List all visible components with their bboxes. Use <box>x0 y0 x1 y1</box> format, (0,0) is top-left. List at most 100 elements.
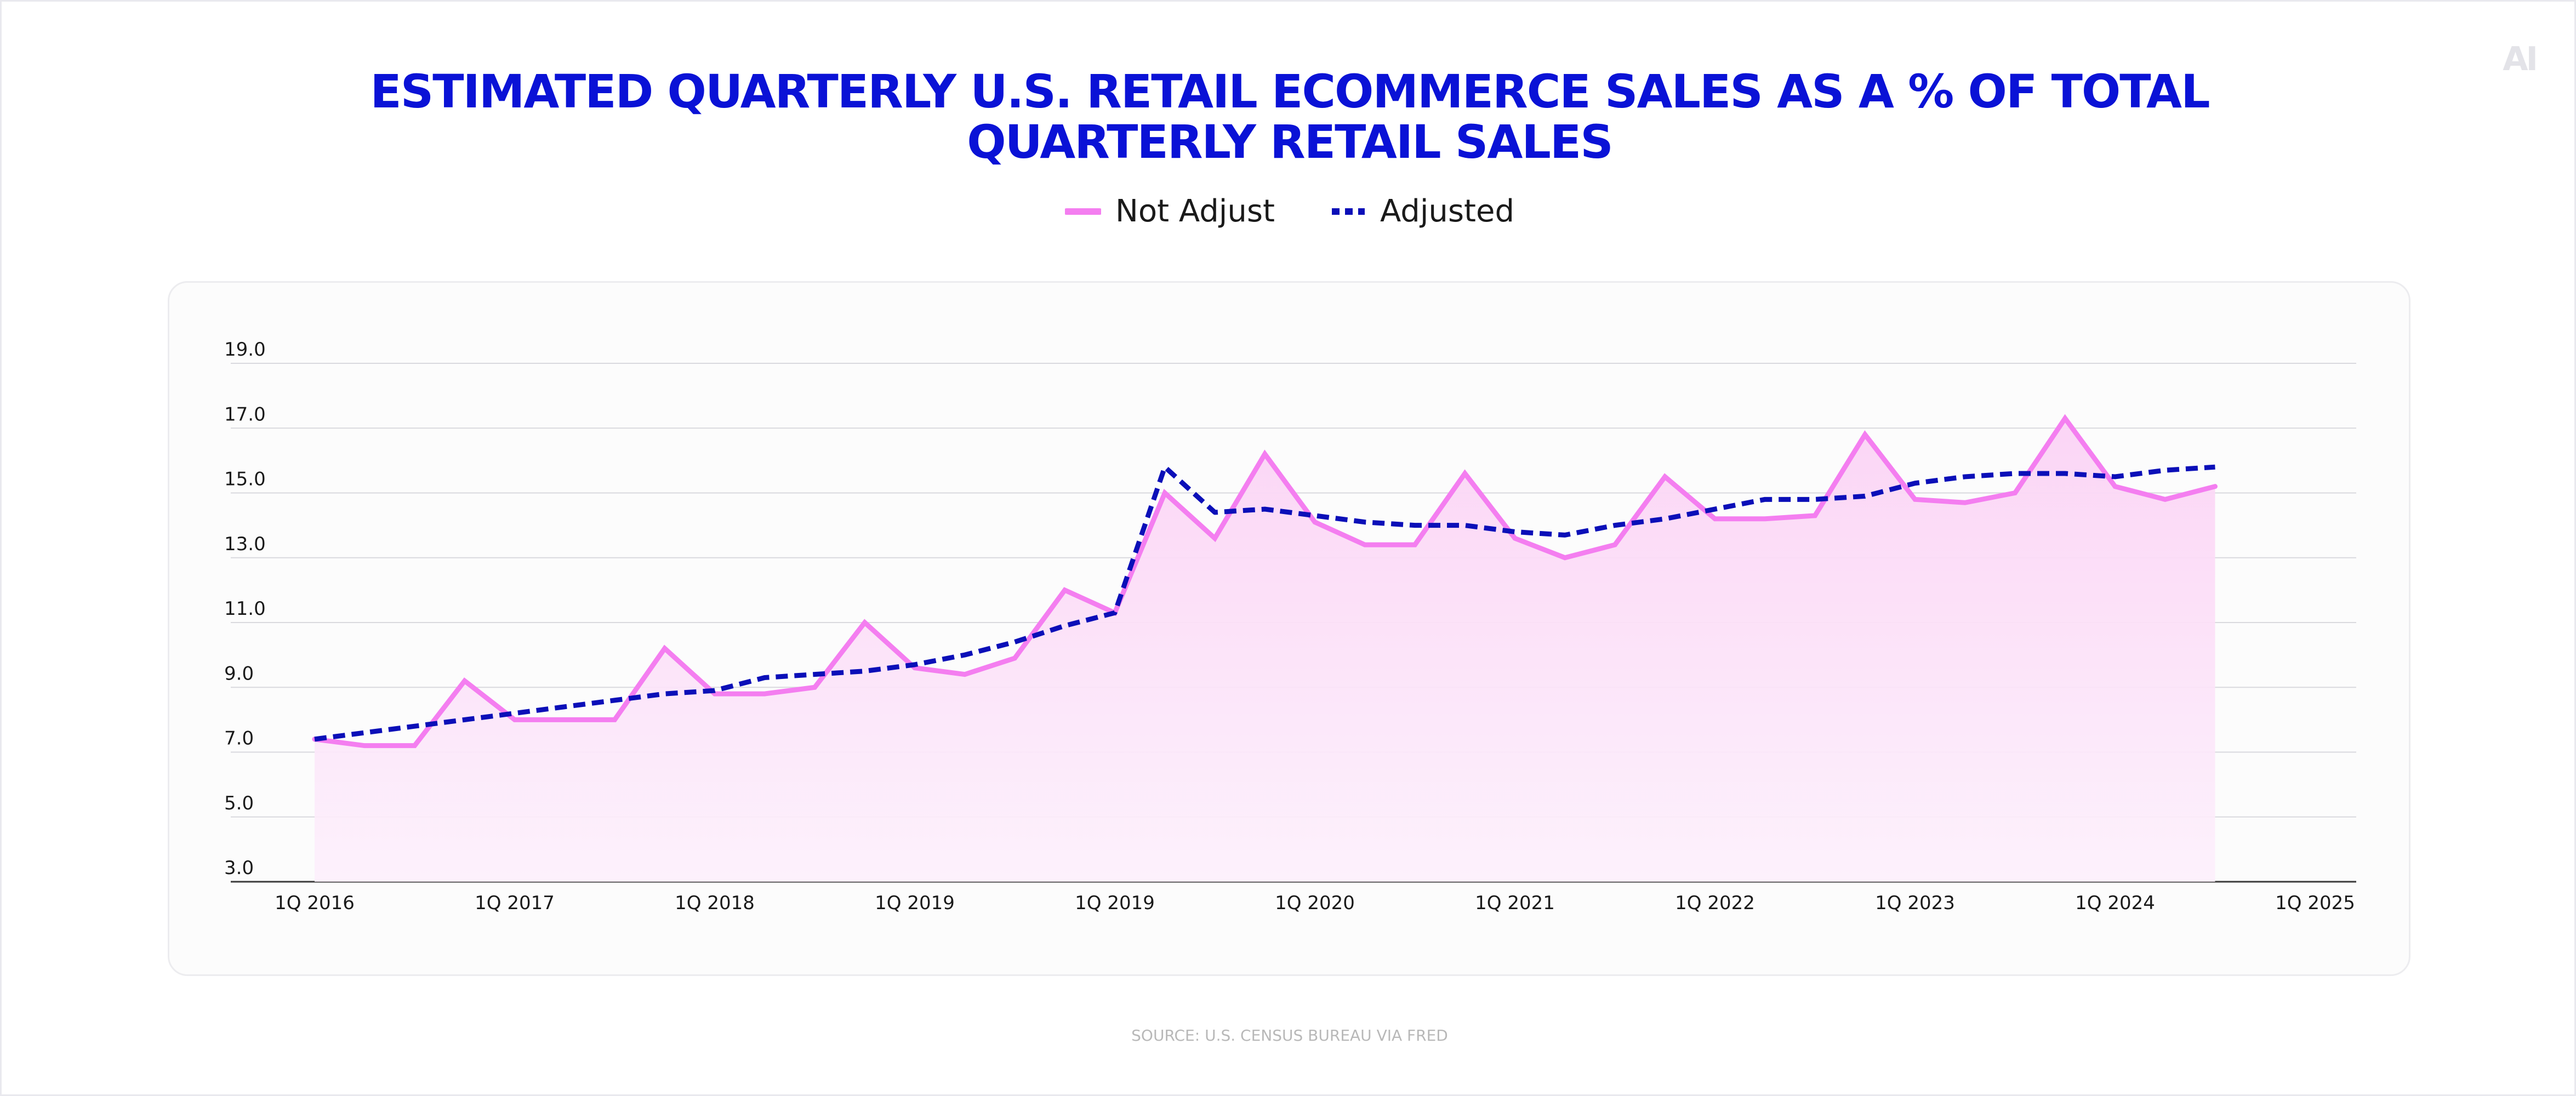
point-not-adjusted <box>962 672 967 677</box>
point-adjusted <box>1162 465 1167 469</box>
legend-item-adjusted: Adjusted <box>1330 193 1514 229</box>
y-tick-label: 7.0 <box>224 728 254 750</box>
point-not-adjusted <box>2113 484 2117 489</box>
point-not-adjusted <box>2163 497 2167 501</box>
y-tick-label: 9.0 <box>224 663 254 684</box>
x-tick-label: 1Q 2018 <box>675 892 755 914</box>
point-adjusted <box>1613 523 1617 528</box>
chart-legend: Not Adjust Adjusted <box>2 193 2576 229</box>
point-adjusted <box>362 730 367 735</box>
point-adjusted <box>663 692 667 696</box>
point-not-adjusted <box>2213 484 2218 489</box>
x-tick-label: 1Q 2025 <box>2275 892 2355 914</box>
point-adjusted <box>1863 494 1867 498</box>
point-adjusted <box>1513 529 1517 534</box>
x-tick-label: 1Q 2021 <box>1475 892 1555 914</box>
point-adjusted <box>1463 523 1467 528</box>
x-axis-ticks: 1Q 2016 1Q 2017 1Q 2018 1Q 2019 1Q 2019 1Q 20… <box>275 892 2355 914</box>
line-chart: 3.0 5.0 7.0 9.0 11.0 13.0 15.0 17.0 19.0 1Q 2016… <box>224 339 2356 914</box>
point-adjusted <box>1563 533 1567 537</box>
point-not-adjusted <box>1263 452 1267 456</box>
point-adjusted <box>1713 507 1717 511</box>
y-tick-label: 13.0 <box>224 533 266 555</box>
point-adjusted <box>1313 513 1317 518</box>
point-adjusted <box>962 653 967 657</box>
point-adjusted <box>1113 610 1117 615</box>
chart-title-line-2: QUARTERLY RETAIL SALES <box>967 115 1614 169</box>
x-tick-label: 1Q 2016 <box>275 892 355 914</box>
point-adjusted <box>1063 624 1067 628</box>
chart-title: ESTIMATED QUARTERLY U.S. RETAIL ECOMMERC… <box>2 66 2576 167</box>
point-not-adjusted <box>1613 543 1617 547</box>
point-adjusted <box>1213 510 1217 515</box>
point-adjusted <box>312 737 317 741</box>
point-adjusted <box>913 663 917 667</box>
series-layer <box>312 414 2218 882</box>
x-tick-label: 1Q 2017 <box>475 892 555 914</box>
point-adjusted <box>512 711 517 716</box>
point-not-adjusted <box>613 717 617 722</box>
y-tick-label: 19.0 <box>224 339 266 361</box>
point-adjusted <box>562 705 567 709</box>
point-adjusted <box>2163 468 2167 472</box>
x-tick-label: 1Q 2019 <box>1075 892 1155 914</box>
point-not-adjusted <box>813 685 817 689</box>
chart-title-line-1: ESTIMATED QUARTERLY U.S. RETAIL ECOMMERC… <box>370 65 2210 118</box>
series-line-adjusted <box>314 464 2215 742</box>
point-not-adjusted <box>863 620 867 625</box>
y-axis-ticks: 3.0 5.0 7.0 9.0 11.0 13.0 15.0 17.0 19.0 <box>224 339 266 879</box>
legend-label-adjusted: Adjusted <box>1380 193 1515 229</box>
brand-logo: AI <box>2503 40 2538 78</box>
point-not-adjusted <box>1213 536 1217 540</box>
point-not-adjusted <box>2063 416 2067 421</box>
point-adjusted <box>2113 475 2117 479</box>
point-not-adjusted <box>1063 588 1067 592</box>
point-not-adjusted <box>413 744 417 748</box>
point-not-adjusted <box>1363 543 1367 547</box>
x-tick-label: 1Q 2024 <box>2075 892 2155 914</box>
point-not-adjusted <box>1563 556 1567 560</box>
y-tick-label: 17.0 <box>224 403 266 425</box>
point-adjusted <box>2213 465 2218 469</box>
source-note: SOURCE: U.S. CENSUS BUREAU VIA FRED <box>1131 1026 1448 1044</box>
point-not-adjusted <box>463 678 467 683</box>
point-not-adjusted <box>1863 432 1867 437</box>
legend-swatch-not-adjusted <box>1064 208 1101 215</box>
legend-label-not-adjusted: Not Adjust <box>1115 193 1275 229</box>
point-not-adjusted <box>1763 517 1767 521</box>
point-not-adjusted <box>1813 513 1817 518</box>
point-not-adjusted <box>1162 491 1167 495</box>
point-not-adjusted <box>1413 543 1417 547</box>
x-tick-label: 1Q 2022 <box>1675 892 1755 914</box>
chart-card: 3.0 5.0 7.0 9.0 11.0 13.0 15.0 17.0 19.0 1Q 2016… <box>168 281 2410 976</box>
point-not-adjusted <box>1913 497 1917 501</box>
point-adjusted <box>813 672 817 677</box>
point-adjusted <box>1013 640 1017 644</box>
legend-swatch-adjusted <box>1331 208 1365 215</box>
point-not-adjusted <box>1713 517 1717 521</box>
point-not-adjusted <box>1663 475 1667 479</box>
point-adjusted <box>613 698 617 703</box>
point-adjusted <box>1963 475 1967 479</box>
series-area-not-adjusted <box>315 418 2215 882</box>
point-not-adjusted <box>1463 471 1467 476</box>
point-not-adjusted <box>1313 520 1317 524</box>
point-not-adjusted <box>1513 536 1517 540</box>
point-not-adjusted <box>762 692 767 696</box>
point-adjusted <box>1913 481 1917 486</box>
y-tick-label: 15.0 <box>224 469 266 490</box>
y-tick-label: 11.0 <box>224 598 266 620</box>
x-tick-label: 1Q 2023 <box>1875 892 1955 914</box>
point-adjusted <box>762 676 767 680</box>
point-adjusted <box>1663 517 1667 521</box>
legend-item-not-adjusted: Not Adjust <box>1064 193 1275 229</box>
point-adjusted <box>1363 520 1367 524</box>
point-adjusted <box>1813 497 1817 501</box>
point-not-adjusted <box>362 744 367 748</box>
point-adjusted <box>2013 471 2018 476</box>
point-adjusted <box>1263 507 1267 511</box>
point-adjusted <box>713 688 717 693</box>
point-not-adjusted <box>2013 491 2018 495</box>
point-not-adjusted <box>663 646 667 650</box>
